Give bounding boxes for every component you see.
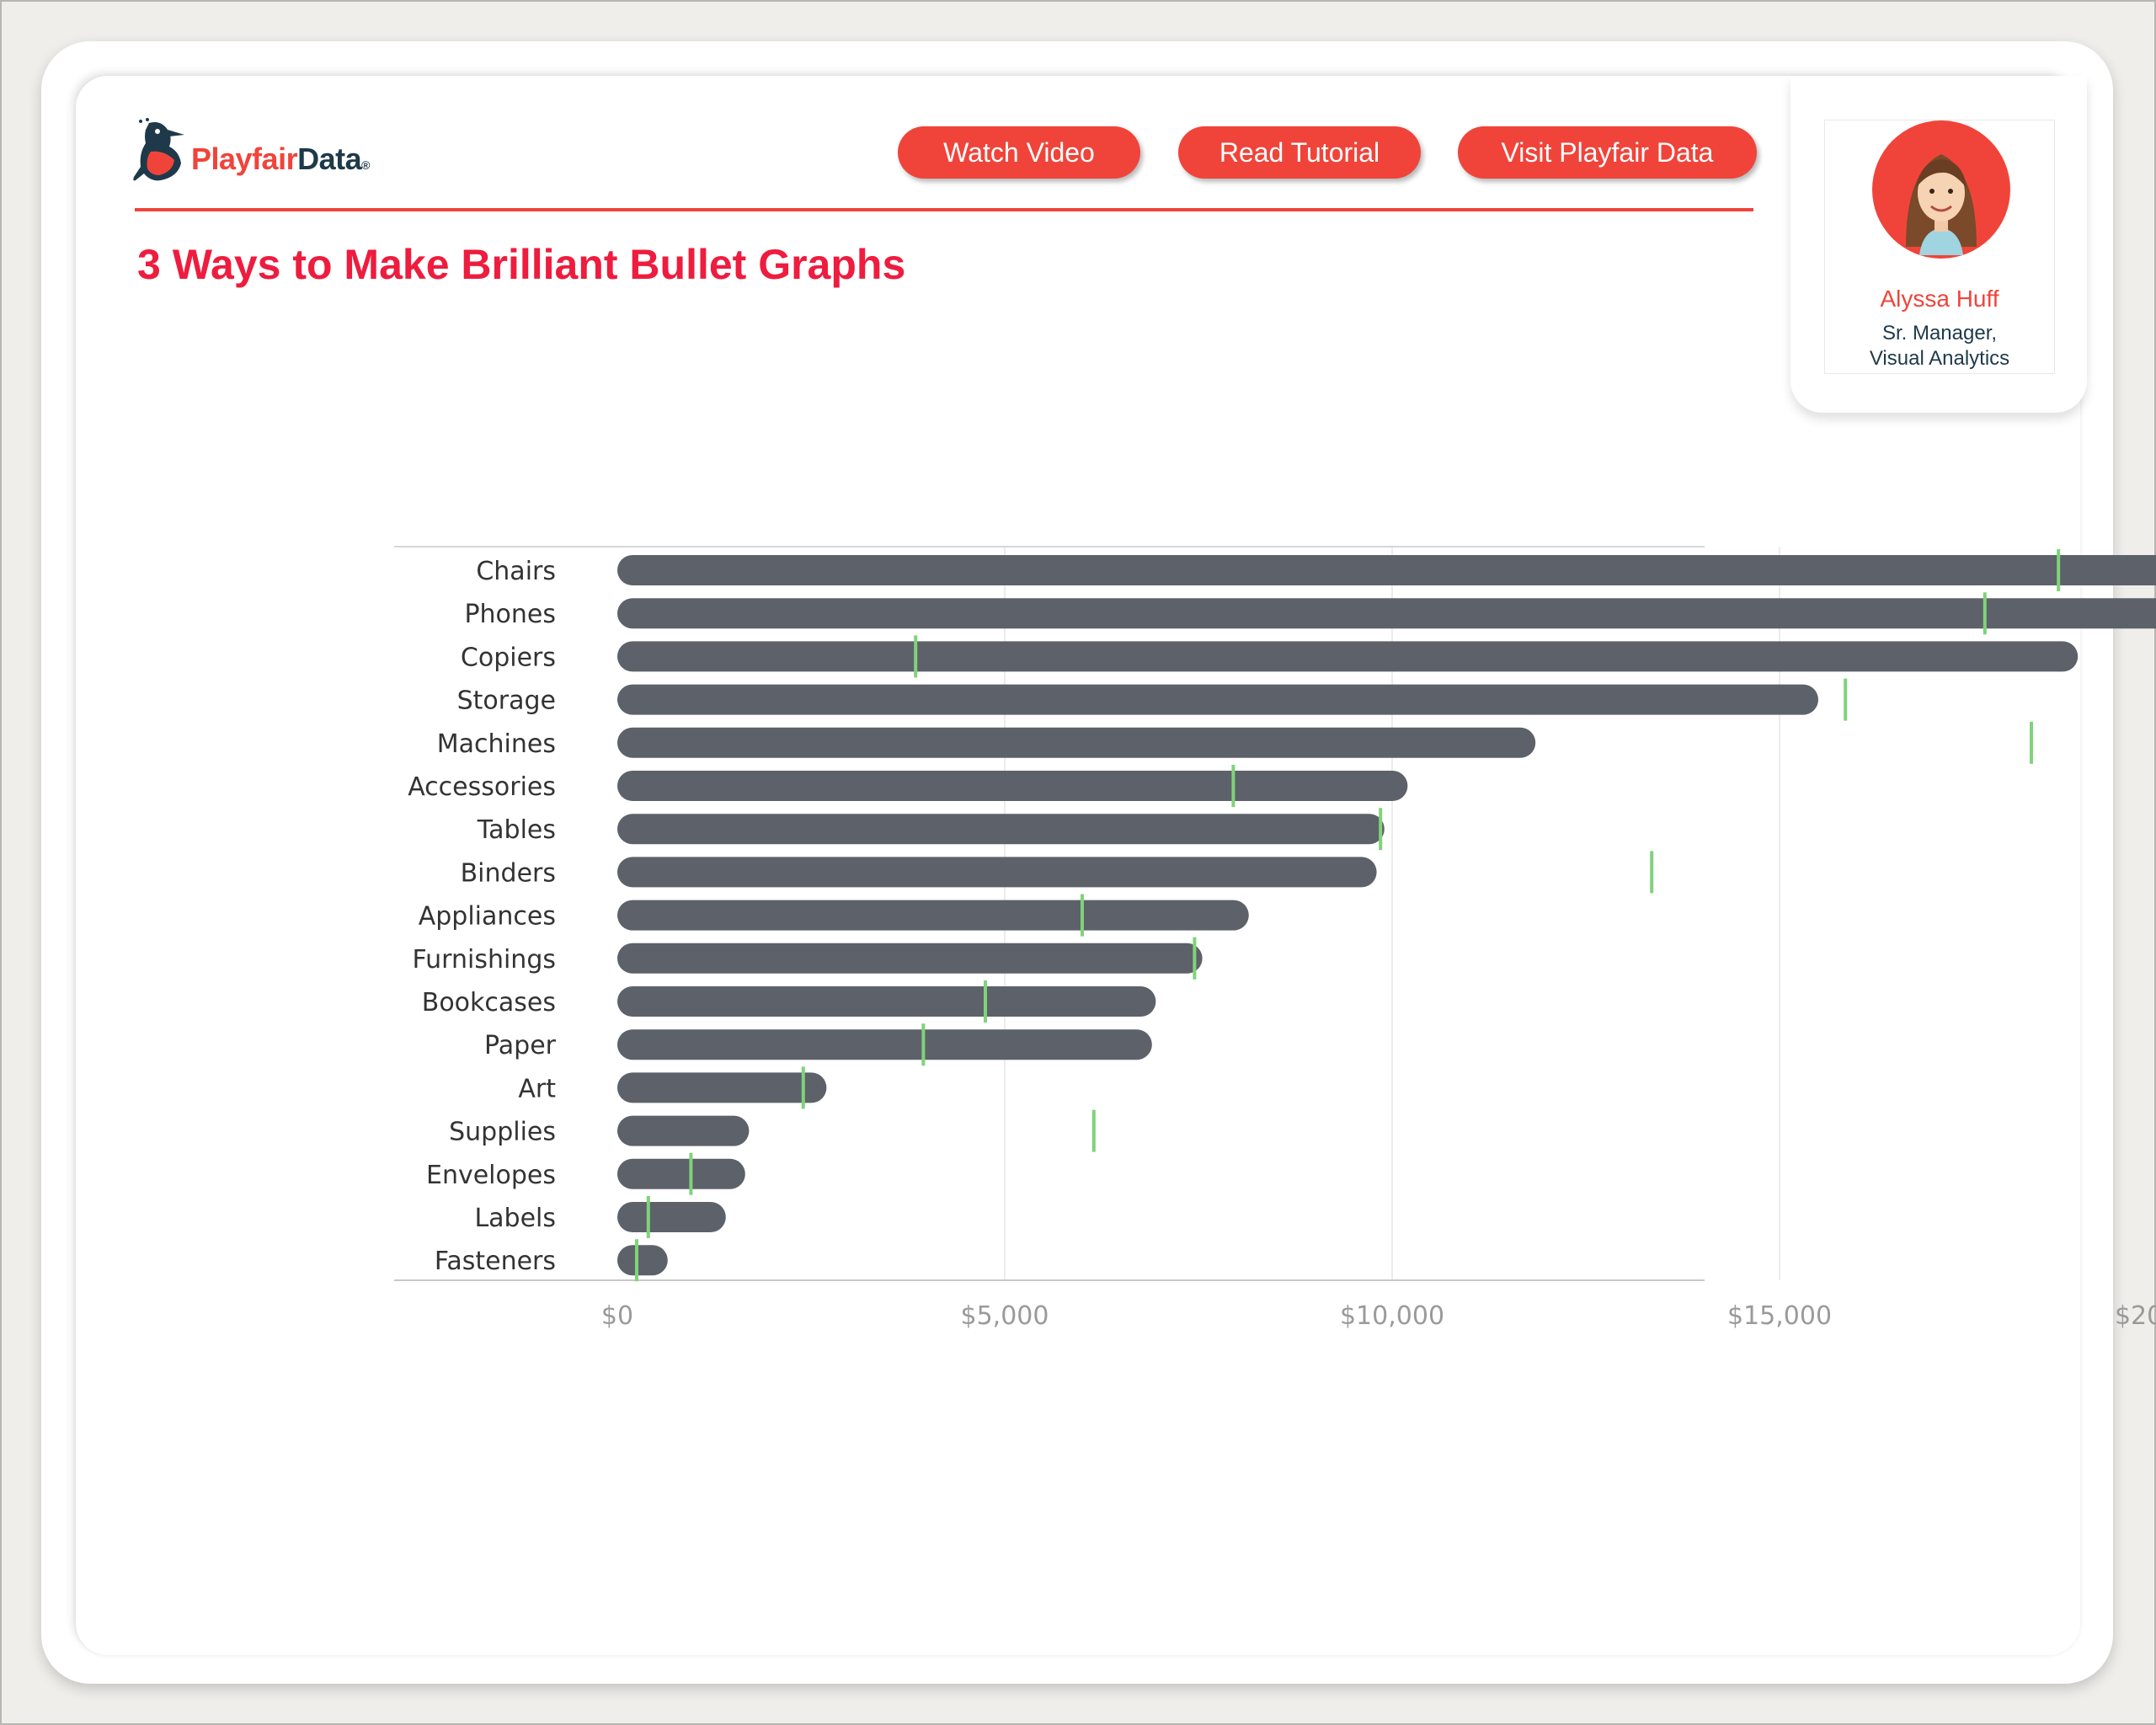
bar-envelopes [617,1158,745,1189]
bar-storage [617,684,1818,715]
bar-chairs [617,555,2156,585]
x-tick-label-0: $0 [601,1301,633,1331]
x-tick-label-1: $5,000 [961,1301,1049,1331]
kingfisher-bird-icon [133,118,184,181]
category-label-labels: Labels [474,1204,556,1233]
bar-appliances [617,900,1249,931]
chart-axes [394,546,1705,1281]
header-divider [135,208,1753,211]
bar-copiers [617,641,2079,672]
bar-accessories [617,771,1408,801]
bar-tables [617,814,1385,845]
brand-name-part1: Playfair [191,142,298,176]
bars [617,555,2156,1276]
bar-binders [617,857,1377,888]
bar-supplies [617,1115,750,1146]
bar-phones [617,598,2156,629]
category-label-envelopes: Envelopes [426,1161,556,1190]
category-label-accessories: Accessories [408,772,556,802]
category-label-copiers: Copiers [461,643,556,672]
category-label-paper: Paper [484,1031,557,1060]
brand-name-part2: Data [297,142,362,176]
bar-art [617,1072,827,1103]
brand-wordmark: PlayfairData® [191,142,370,177]
category-label-storage: Storage [457,686,556,716]
category-labels: Chairs Phones Copiers Storage Machines Access… [408,557,556,1276]
x-axis-ticks: $0$5,000$10,000$15,000$20,000$25,000 [601,1301,2156,1331]
category-label-machines: Machines [437,729,556,759]
target-markers [635,549,2061,1282]
bar-bookcases [617,986,1156,1017]
category-label-supplies: Supplies [449,1118,556,1147]
category-label-bookcases: Bookcases [422,988,556,1017]
author-profile-card: Alyssa Huff Sr. Manager, Visual Analytic… [1790,76,2087,413]
author-role-line2: Visual Analytics [1869,347,2010,370]
category-label-binders: Binders [461,858,556,888]
bar-machines [617,727,1536,758]
category-label-furnishings: Furnishings [413,945,556,975]
author-avatar-icon [1872,120,2010,259]
category-label-art: Art [518,1074,556,1103]
category-label-tables: Tables [477,815,556,845]
bar-paper [617,1029,1152,1060]
bar-fasteners [617,1245,668,1276]
visit-playfair-data-button[interactable]: Visit Playfair Data [1458,126,1757,179]
bar-furnishings [617,943,1203,974]
x-tick-label-3: $15,000 [1727,1301,1832,1331]
author-name: Alyssa Huff [1880,286,1999,312]
x-tick-label-4: $20,000 [2115,1301,2156,1331]
brand-logo[interactable]: PlayfairData® [131,118,408,185]
author-profile[interactable]: Alyssa Huff Sr. Manager, Visual Analytic… [1824,120,2055,374]
category-label-chairs: Chairs [476,557,556,586]
bar-labels [617,1202,726,1232]
watch-video-button[interactable]: Watch Video [898,126,1140,179]
category-label-appliances: Appliances [419,902,556,932]
category-label-phones: Phones [464,600,556,629]
category-label-fasteners: Fasteners [435,1247,556,1276]
author-role-line1: Sr. Manager, [1881,322,1998,344]
page-title: 3 Ways to Make Brilliant Bullet Graphs [137,241,906,288]
x-tick-label-2: $10,000 [1340,1301,1444,1331]
author-role: Sr. Manager, Visual Analytics [1825,321,2054,371]
registered-mark: ® [361,158,370,172]
read-tutorial-button[interactable]: Read Tutorial [1178,126,1421,179]
